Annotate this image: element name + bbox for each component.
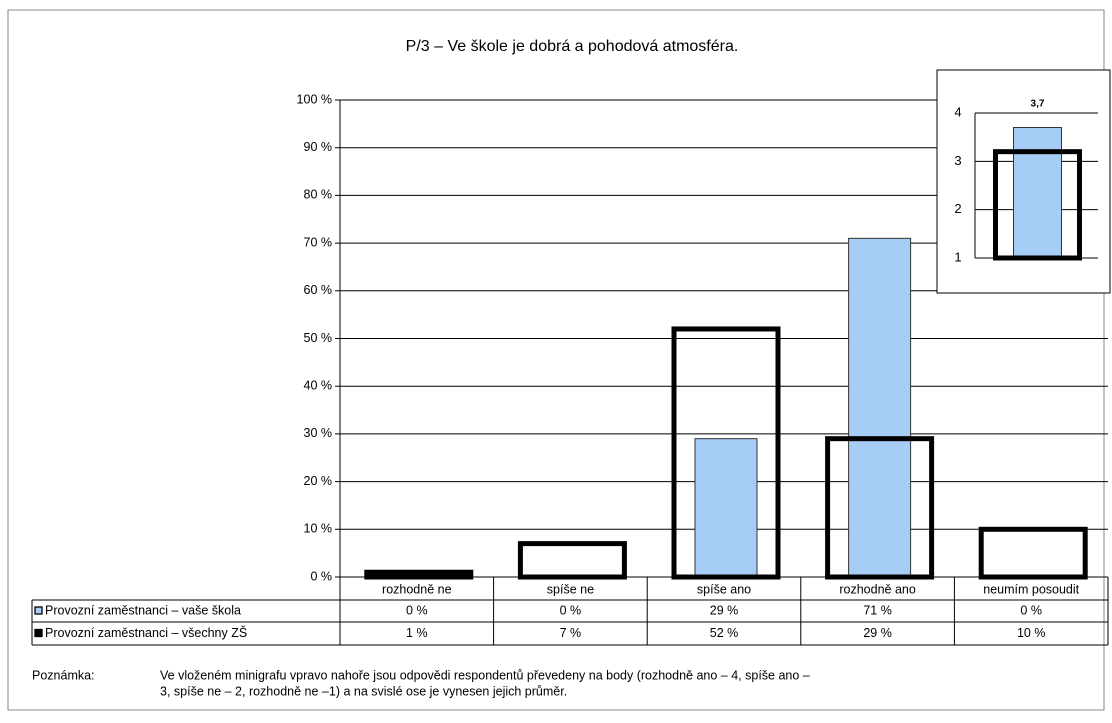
bar-outline bbox=[993, 149, 1082, 261]
inset-y-tick-label: 3 bbox=[954, 153, 961, 168]
data-label: 1 % bbox=[406, 626, 428, 640]
label-bg bbox=[1021, 97, 1054, 109]
data-label: 52 % bbox=[710, 626, 739, 640]
chart-title: P/3 – Ve škole je dobrá a pohodová atmos… bbox=[406, 38, 739, 55]
y-tick-label: 0 % bbox=[310, 569, 332, 583]
x-tick-label: rozhodně ano bbox=[839, 582, 916, 596]
data-label: 29 % bbox=[710, 603, 739, 617]
frame bbox=[7, 9, 1105, 711]
data-label: 0 % bbox=[560, 603, 582, 617]
inset-y-tick-label: 1 bbox=[954, 249, 961, 264]
bar bbox=[848, 237, 912, 578]
x-tick-label: neumím posoudit bbox=[983, 582, 1079, 596]
note-label: Poznámka: bbox=[32, 668, 95, 682]
data-label: 7 % bbox=[560, 626, 582, 640]
y-tick-label: 60 % bbox=[304, 283, 333, 297]
data-label: 71 % bbox=[863, 603, 892, 617]
bar-outline bbox=[364, 569, 474, 580]
data-label: 10 % bbox=[1017, 626, 1046, 640]
y-tick-label: 30 % bbox=[304, 426, 333, 440]
inset-data-label: 3,7 bbox=[1031, 99, 1045, 110]
y-tick-label: 50 % bbox=[304, 331, 333, 345]
legend-marker bbox=[34, 606, 43, 615]
y-tick-label: 10 % bbox=[304, 522, 333, 536]
bar bbox=[694, 438, 758, 578]
legend-label: Provozní zaměstnanci – všechny ZŠ bbox=[45, 625, 247, 640]
y-tick-label: 20 % bbox=[304, 474, 333, 488]
x-tick-label: spíše ne bbox=[547, 582, 594, 596]
y-tick-label: 40 % bbox=[304, 378, 333, 392]
y-tick-label: 90 % bbox=[304, 140, 333, 154]
x-tick-label: rozhodně ne bbox=[382, 582, 452, 596]
legend-marker bbox=[34, 628, 43, 638]
inset-y-tick-label: 2 bbox=[954, 201, 961, 216]
note-text: 3, spíše ne – 2, rozhodně ne –1) a na sv… bbox=[160, 684, 567, 698]
bar bbox=[1013, 127, 1062, 259]
data-label: 0 % bbox=[406, 603, 428, 617]
x-tick-label: spíše ano bbox=[697, 582, 751, 596]
data-label: 29 % bbox=[863, 626, 892, 640]
bar-outline bbox=[978, 526, 1088, 580]
note-text: Ve vloženém minigrafu vpravo nahoře jsou… bbox=[160, 668, 810, 682]
legend-label: Provozní zaměstnanci – vaše škola bbox=[45, 603, 241, 617]
y-tick-label: 70 % bbox=[304, 235, 333, 249]
y-tick-label: 80 % bbox=[304, 188, 333, 202]
inset-y-tick-label: 4 bbox=[954, 104, 961, 119]
y-tick-label: 100 % bbox=[297, 92, 332, 106]
bar-outline bbox=[517, 541, 627, 580]
data-label: 0 % bbox=[1020, 603, 1042, 617]
